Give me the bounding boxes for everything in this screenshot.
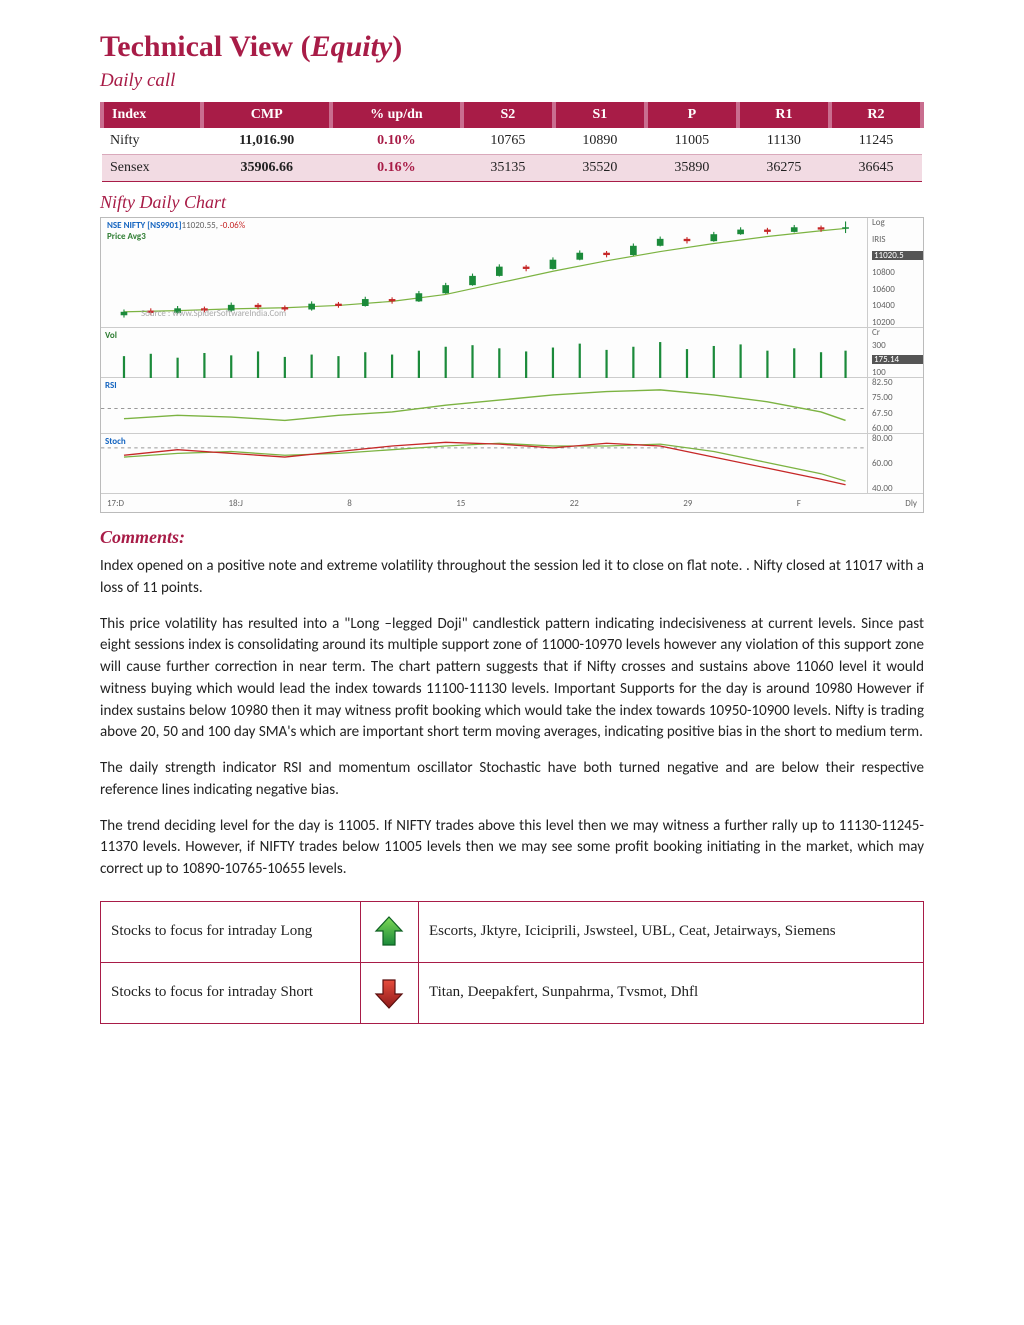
- title-prefix: Technical View (: [100, 30, 311, 63]
- price-panel: NSE NIFTY [NS9901]11020.55, -0.06% Price…: [101, 218, 867, 327]
- index-table-header: S1: [554, 102, 646, 128]
- index-table-cell: 11245: [830, 128, 922, 155]
- index-table-cell: 35520: [554, 155, 646, 182]
- index-table-cell: 11005: [646, 128, 738, 155]
- rsi-panel: RSI: [101, 378, 867, 433]
- index-table-row: Sensex35906.660.16%351353552035890362753…: [102, 155, 922, 182]
- index-table-header: S2: [462, 102, 554, 128]
- rsi-scale: 82.5075.0067.5060.00: [867, 378, 923, 433]
- index-table-cell: 10765: [462, 128, 554, 155]
- volume-label: Vol: [105, 330, 117, 341]
- xaxis-tick: 17:D: [107, 498, 124, 509]
- volume-panel: Vol: [101, 328, 867, 377]
- comments-section: Comments: Index opened on a positive not…: [100, 527, 924, 881]
- stoch-scale: 80.0060.0040.00: [867, 434, 923, 493]
- comment-paragraph: The daily strength indicator RSI and mom…: [100, 758, 924, 802]
- nifty-chart: NSE NIFTY [NS9901]11020.55, -0.06% Price…: [100, 217, 924, 513]
- comment-paragraph: The trend deciding level for the day is …: [100, 816, 924, 881]
- index-table-header: R1: [738, 102, 830, 128]
- index-table-cell: 10890: [554, 128, 646, 155]
- index-table-cell: 11,016.90: [202, 128, 331, 155]
- focus-long-stocks: Escorts, Jktyre, Iciciprili, Jswsteel, U…: [419, 901, 924, 962]
- title-suffix: ): [392, 30, 402, 63]
- xaxis-tick: 8: [347, 498, 352, 509]
- page-title: Technical View (Equity): [100, 30, 924, 64]
- xaxis-tick: 29: [683, 498, 692, 509]
- xaxis-tick: 18:J: [228, 498, 242, 509]
- focus-short-label: Stocks to focus for intraday Short: [101, 962, 361, 1023]
- xaxis-tick: 22: [570, 498, 579, 509]
- index-table-cell: 36645: [830, 155, 922, 182]
- index-table-header: Index: [102, 102, 202, 128]
- rsi-label: RSI: [105, 380, 117, 391]
- index-table-cell: 36275: [738, 155, 830, 182]
- volume-scale: Cr300175.14100: [867, 328, 923, 377]
- chart-source-label: Source : www.SpiderSoftwareIndia.Com: [141, 308, 286, 319]
- index-table-cell: 35135: [462, 155, 554, 182]
- index-table: IndexCMP% up/dnS2S1PR1R2 Nifty11,016.900…: [100, 102, 924, 182]
- chart-section-title: Nifty Daily Chart: [100, 192, 924, 213]
- chart-header-label: NSE NIFTY [NS9901]11020.55, -0.06% Price…: [107, 220, 245, 242]
- index-table-cell: 0.10%: [331, 128, 462, 155]
- index-table-header: CMP: [202, 102, 331, 128]
- arrow-up-icon: [361, 901, 419, 962]
- index-table-header: R2: [830, 102, 922, 128]
- comment-paragraph: This price volatility has resulted into …: [100, 614, 924, 745]
- comment-paragraph: Index opened on a positive note and extr…: [100, 556, 924, 600]
- price-scale: LogIRIS11020.510800106001040010200: [867, 218, 923, 327]
- index-table-cell: 35906.66: [202, 155, 331, 182]
- index-table-cell: Nifty: [102, 128, 202, 155]
- index-table-header: % up/dn: [331, 102, 462, 128]
- index-table-header: P: [646, 102, 738, 128]
- title-italic: Equity: [311, 30, 393, 63]
- index-table-cell: 0.16%: [331, 155, 462, 182]
- index-table-cell: Sensex: [102, 155, 202, 182]
- chart-xaxis: 17:D 18:J 8 15 22 29 F Dly: [101, 494, 923, 512]
- stoch-label: Stoch: [105, 436, 126, 447]
- xaxis-tick: F: [797, 498, 801, 509]
- stoch-panel: Stoch: [101, 434, 867, 493]
- arrow-down-icon: [361, 962, 419, 1023]
- daily-call-heading: Daily call: [100, 70, 924, 92]
- focus-table: Stocks to focus for intraday Long Escort…: [100, 901, 924, 1024]
- focus-short-stocks: Titan, Deepakfert, Sunpahrma, Tvsmot, Dh…: [419, 962, 924, 1023]
- index-table-cell: 11130: [738, 128, 830, 155]
- focus-long-label: Stocks to focus for intraday Long: [101, 901, 361, 962]
- index-table-row: Nifty11,016.900.10%107651089011005111301…: [102, 128, 922, 155]
- index-table-cell: 35890: [646, 155, 738, 182]
- xaxis-tick: Dly: [905, 498, 917, 509]
- comments-heading: Comments:: [100, 527, 924, 548]
- xaxis-tick: 15: [456, 498, 465, 509]
